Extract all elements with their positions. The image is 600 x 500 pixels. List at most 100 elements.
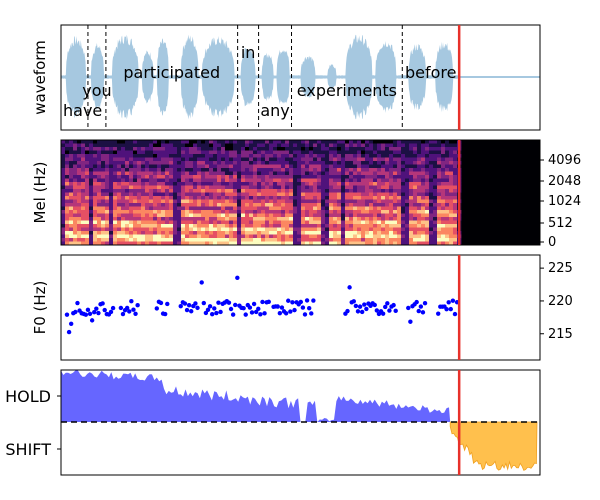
f0-point: [359, 309, 365, 315]
f0-point: [420, 310, 426, 315]
f0-point: [253, 309, 259, 315]
f0-point: [298, 299, 303, 305]
mel-spectrogram: [61, 140, 540, 245]
f0-point: [120, 311, 126, 317]
f0-point: [357, 304, 363, 309]
f0-point: [184, 307, 190, 313]
word-label: you: [82, 81, 111, 100]
f0-point: [178, 303, 183, 309]
word-label: before: [405, 63, 457, 82]
f0-point: [385, 301, 390, 306]
f0-point: [422, 301, 428, 306]
f0-point: [89, 318, 95, 323]
f0-point: [266, 299, 271, 304]
f0-point: [452, 311, 458, 317]
f0-point: [182, 301, 188, 306]
word-label: experiments: [297, 81, 397, 100]
f0-point: [133, 311, 138, 316]
f0-point: [304, 298, 310, 303]
turn-class-label: HOLD: [5, 387, 51, 406]
f0-point: [290, 300, 295, 305]
f0-point: [347, 285, 352, 290]
f0-point: [235, 275, 240, 281]
turn-frame: [60, 369, 541, 476]
f0-point: [92, 309, 97, 315]
mel-panel: Mel (Hz) 0 512 1024 2048 4096: [31, 139, 581, 250]
f0-point: [73, 309, 78, 315]
f0-point: [446, 300, 451, 305]
f0-point: [85, 307, 91, 313]
shift-area: [449, 421, 538, 471]
f0-point: [154, 306, 159, 311]
f0-point: [279, 305, 285, 310]
f0-point: [94, 306, 99, 311]
f0-point: [448, 306, 453, 312]
word-boundaries: [87, 25, 403, 130]
f0-point: [199, 280, 204, 285]
f0-point: [102, 307, 107, 313]
f0-point: [110, 305, 116, 311]
f0-point: [353, 303, 359, 309]
f0-point: [205, 307, 211, 313]
f0-point: [345, 308, 350, 314]
f0-point: [383, 304, 388, 310]
mel-tick-label: 2048: [548, 174, 581, 189]
f0-point: [309, 311, 314, 316]
f0-point: [249, 310, 255, 315]
f0-point: [66, 329, 72, 335]
f0-point: [436, 311, 441, 316]
f0-point: [251, 301, 257, 307]
turn-area: [61, 370, 540, 471]
word-label: participated: [123, 63, 220, 82]
f0-point: [258, 312, 263, 317]
hold-area: [61, 370, 451, 422]
f0-tick-label: 215: [548, 327, 573, 342]
f0-point: [288, 309, 293, 314]
f0-point: [100, 301, 105, 306]
f0-point: [68, 321, 74, 326]
f0-point: [241, 305, 246, 311]
waveform-envelope: [61, 34, 460, 120]
f0-frame: [60, 254, 541, 361]
mel-tick-label: 1024: [548, 194, 581, 209]
f0-point: [416, 308, 421, 314]
f0-point: [260, 299, 265, 305]
f0-point: [311, 298, 316, 303]
f0-point: [195, 305, 200, 311]
waveform-ylabel: waveform: [31, 40, 49, 115]
f0-point: [391, 302, 396, 308]
f0-point: [165, 301, 170, 307]
f0-point: [158, 300, 164, 306]
f0-point: [275, 304, 280, 309]
mel-tick-label: 512: [548, 216, 573, 231]
f0-point: [203, 310, 209, 316]
f0-point: [406, 305, 411, 311]
word-label: in: [241, 43, 256, 62]
f0-point: [372, 302, 377, 308]
f0-point: [283, 311, 289, 316]
turn-yticks: HOLD SHIFT: [5, 387, 61, 459]
f0-scatter: [64, 275, 460, 335]
f0-point: [355, 309, 361, 314]
f0-point: [393, 308, 398, 314]
f0-point: [233, 302, 238, 308]
f0-point: [387, 308, 392, 313]
waveform-frame: [60, 24, 541, 131]
f0-point: [212, 306, 217, 311]
mel-frame: [60, 139, 541, 246]
f0-point: [226, 300, 232, 305]
f0-point: [118, 305, 124, 311]
f0-point: [380, 311, 386, 316]
f0-point: [414, 299, 419, 305]
f0-point: [124, 305, 130, 311]
f0-point: [286, 298, 291, 303]
f0-point: [450, 298, 456, 303]
mel-ylabel: Mel (Hz): [31, 162, 49, 224]
f0-point: [201, 300, 207, 306]
f0-point: [230, 312, 236, 317]
f0-point: [374, 308, 380, 313]
f0-point: [209, 311, 215, 317]
